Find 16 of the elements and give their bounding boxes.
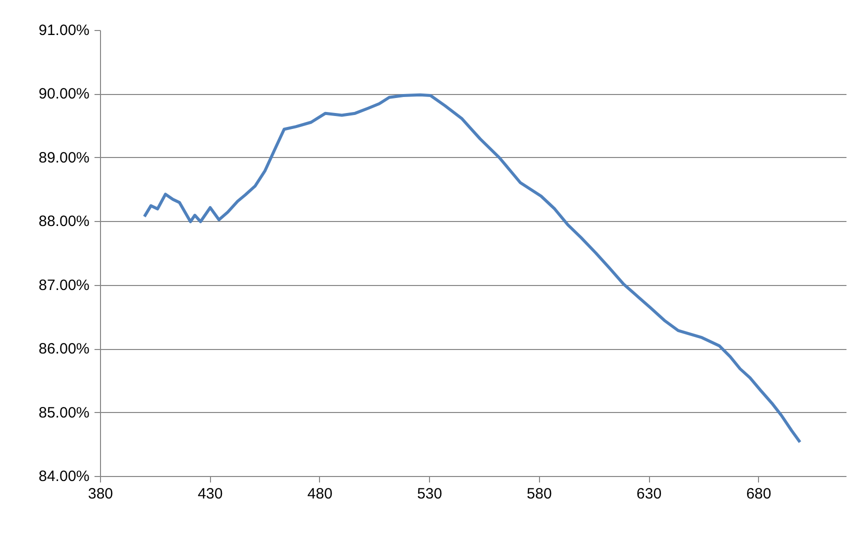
y-tick-label: 86.00%: [38, 340, 90, 358]
x-tick-label: 580: [526, 486, 552, 502]
y-tick-label: 91.00%: [38, 22, 90, 39]
x-tick-label: 680: [746, 486, 772, 502]
x-tick-label: 480: [307, 486, 332, 502]
x-tick-label: 630: [636, 486, 662, 502]
y-tick-label: 89.00%: [38, 149, 90, 166]
y-tick-label: 90.00%: [38, 86, 90, 103]
x-tick-label: 380: [88, 486, 114, 502]
x-tick-label: 430: [198, 486, 223, 502]
y-tick-label: 87.00%: [38, 276, 90, 294]
line-series: [142, 93, 802, 444]
y-tick-label: 85.00%: [38, 404, 90, 422]
x-tick-label: 530: [417, 486, 442, 502]
y-tick-label: 88.00%: [38, 213, 90, 230]
y-tick-label: 84.00%: [38, 468, 90, 485]
